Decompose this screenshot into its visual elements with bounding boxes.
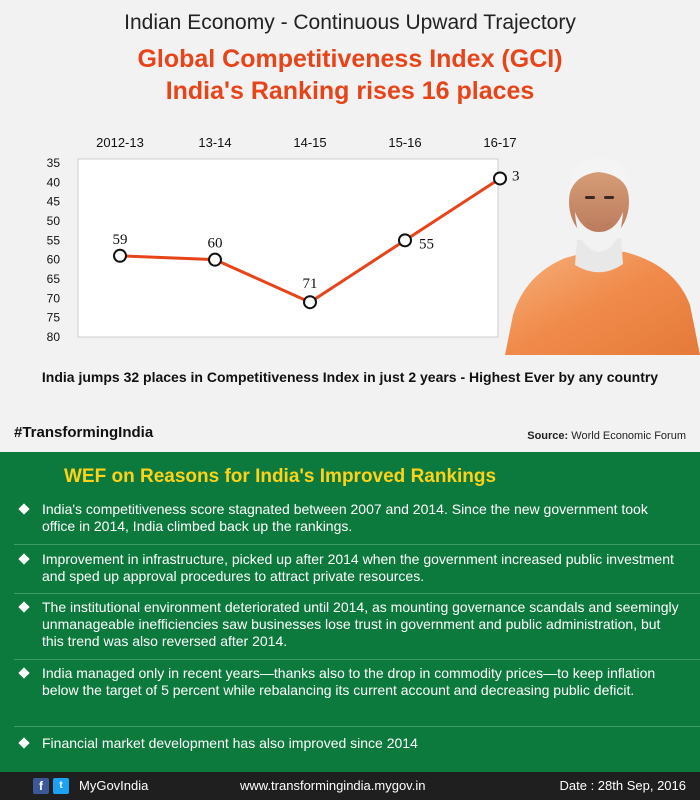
x-tick-label: 2012-13 [96,135,144,150]
data-label: 59 [113,232,128,248]
reasons-title: WEF on Reasons for India's Improved Rank… [64,466,497,487]
chart-caption: India jumps 32 places in Competitiveness… [41,369,659,385]
reasons-panel: WEF on Reasons for India's Improved Rank… [0,452,700,772]
reason-item: Improvement in infrastructure, picked up… [0,551,700,585]
y-tick-label: 65 [47,272,61,286]
divider [14,544,700,545]
y-tick-label: 80 [47,330,61,344]
portrait-image [505,140,700,355]
divider [14,593,700,594]
data-point [303,295,317,310]
reason-item: The institutional environment deteriorat… [0,599,700,650]
data-point [398,233,412,248]
y-tick-label: 70 [47,291,61,305]
diamond-bullet-icon [18,601,30,613]
reason-text: India's competitiveness score stagnated … [42,501,648,534]
data-point [493,171,507,186]
divider [14,659,700,660]
data-label: 55 [419,236,434,252]
diamond-bullet-icon [18,553,30,565]
x-tick-label: 15-16 [388,135,421,150]
source-note: Source: World Economic Forum [527,430,686,442]
reason-item: Financial market development has also im… [0,735,700,752]
y-tick-label: 35 [47,156,61,170]
divider [14,726,700,727]
x-tick-label: 16-17 [483,135,516,150]
page-subtitle: India's Ranking rises 16 places [165,77,535,105]
y-tick-label: 50 [47,214,61,228]
infographic-top: Indian Economy - Continuous Upward Traje… [14,11,700,442]
y-tick-label: 75 [47,311,61,325]
x-tick-label: 14-15 [293,135,326,150]
x-tick-label: 13-14 [198,135,231,150]
reason-item: India's competitiveness score stagnated … [0,501,700,535]
diamond-bullet-icon [18,667,30,679]
reason-text: India managed only in recent years—thank… [42,665,656,698]
supertitle: Indian Economy - Continuous Upward Traje… [124,11,576,34]
diamond-bullet-icon [18,503,30,515]
reason-text: Improvement in infrastructure, picked up… [42,551,674,584]
date-label: Date : 28th Sep, 2016 [559,778,686,793]
twitter-icon[interactable]: t [53,778,69,794]
source-label: Source: [527,430,569,442]
plot-area [77,158,499,338]
page-title: Global Competitiveness Index (GCI) [137,45,563,73]
mygov-handle[interactable]: MyGovIndia [79,778,149,793]
footer: f t MyGovIndia www.transformingindia.myg… [0,772,700,800]
data-label: 39 [512,168,520,184]
source-value: World Economic Forum [571,430,686,442]
website-link[interactable]: www.transformingindia.mygov.in [240,778,426,793]
hashtag: #TransformingIndia [14,424,154,441]
facebook-icon[interactable]: f [33,778,49,794]
gci-ranking-chart: 2012-13 13-14 14-15 15-16 16-17 35 40 45 50 55 60 6… [47,135,520,344]
diamond-bullet-icon [18,737,30,749]
reason-text: Financial market development has also im… [42,735,418,751]
y-tick-label: 55 [47,233,61,247]
y-tick-label: 45 [47,195,61,209]
data-label: 60 [208,236,223,252]
reason-item: India managed only in recent years—thank… [0,665,700,699]
y-tick-label: 60 [47,253,61,267]
reason-text: The institutional environment deteriorat… [42,599,679,649]
y-tick-label: 40 [47,175,61,189]
data-label: 71 [303,276,318,292]
data-point [208,252,222,267]
data-point [113,248,127,263]
